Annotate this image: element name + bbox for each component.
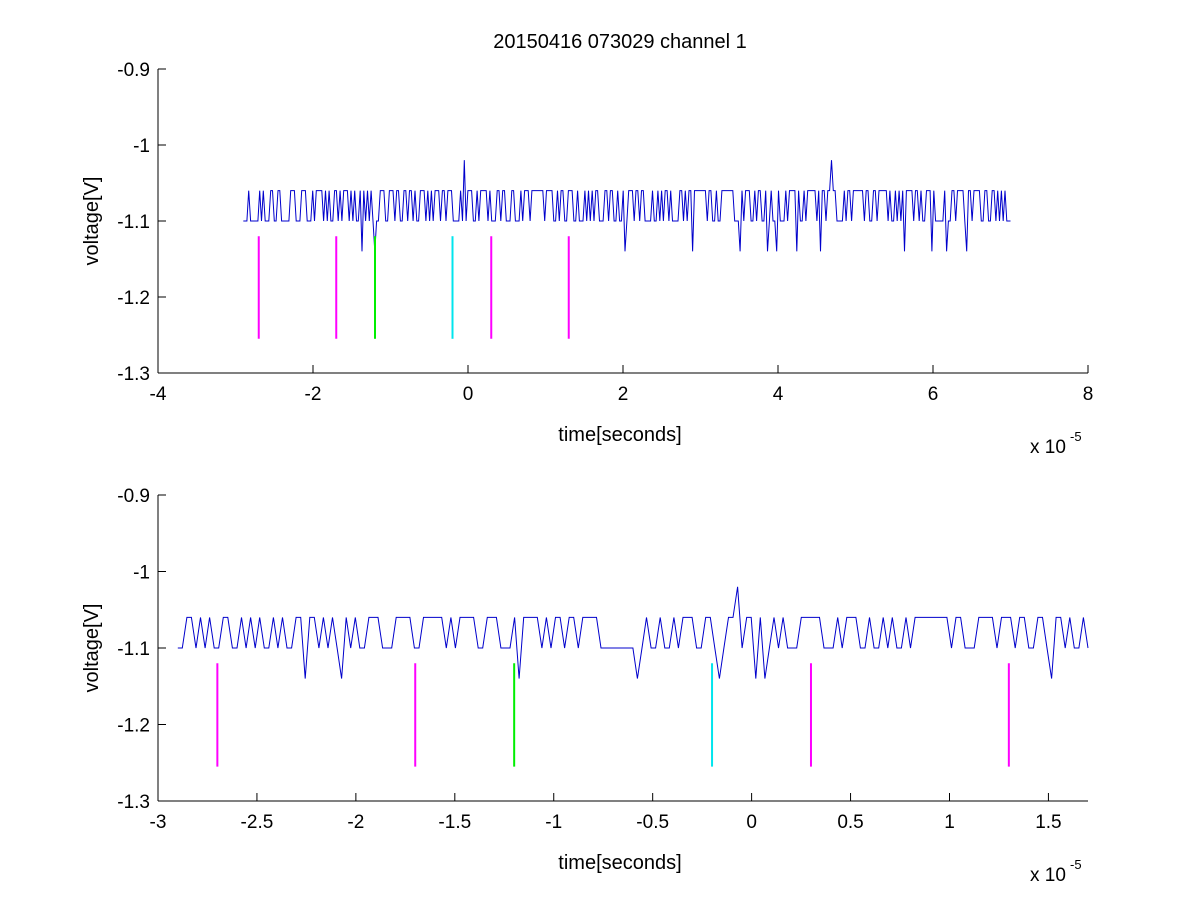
- chart1-y-axis-label: voltage[V]: [81, 177, 103, 266]
- axes-bottom: -3 -2.5 -2 -1.5 -1 -0.5 0 0.5 1 1.5 -0.9 -1 -1.1 -1.2…: [81, 486, 1089, 886]
- chart1-x-tick-label: 0: [463, 384, 474, 405]
- axes-top: -4 -2 0 2 4 6 8 -0.9 -1 -1.1 -1.2 -1.3 time[seconds]…: [81, 60, 1093, 458]
- chart1-x-exponent-label: x 10: [1030, 437, 1066, 458]
- chart2-y-tick-label: -0.9: [117, 486, 150, 507]
- chart2-y-tick-label: -1.1: [117, 639, 150, 660]
- chart1-y-tick-label: -1.3: [117, 364, 150, 385]
- chart2-x-tick-label: 1.5: [1035, 812, 1061, 833]
- chart1-signal-line: [243, 160, 1011, 252]
- chart1-y-tick-label: -0.9: [117, 60, 150, 81]
- chart1-y-tick-label: -1.1: [117, 212, 150, 233]
- chart2-x-tick-label: -3: [150, 812, 167, 833]
- chart2-x-tick-label: -1.5: [438, 812, 471, 833]
- chart2-x-tick-label: -1: [545, 812, 562, 833]
- chart2-x-tick-label: 0.5: [837, 812, 863, 833]
- figure-title: 20150416 073029 channel 1: [493, 31, 747, 53]
- chart2-y-tick-label: -1.3: [117, 792, 150, 813]
- chart2-x-tick-label: -2.5: [241, 812, 274, 833]
- chart2-x-tick-label: -0.5: [636, 812, 669, 833]
- chart2-x-axis-label: time[seconds]: [558, 852, 681, 874]
- chart1-x-tick-label: 2: [618, 384, 629, 405]
- chart2-x-exponent-label: x 10: [1030, 865, 1066, 886]
- chart1-x-exponent-value: -5: [1070, 429, 1082, 444]
- chart1-x-tick-label: 8: [1083, 384, 1094, 405]
- chart2-y-tick-label: -1: [133, 563, 150, 584]
- chart2-x-tick-label: -2: [347, 812, 364, 833]
- chart1-x-tick-label: -2: [305, 384, 322, 405]
- chart2-x-tick-label: 0: [746, 812, 757, 833]
- chart1-x-axis-label: time[seconds]: [558, 424, 681, 446]
- chart2-signal-line: [177, 586, 1089, 679]
- chart1-x-tick-label: -4: [150, 384, 167, 405]
- chart2-x-tick-label: 1: [944, 812, 955, 833]
- chart1-x-tick-label: 4: [773, 384, 784, 405]
- chart1-y-tick-label: -1: [133, 136, 150, 157]
- chart1-y-tick-label: -1.2: [117, 288, 150, 309]
- chart2-y-axis-label: voltage[V]: [81, 604, 103, 693]
- chart1-x-tick-label: 6: [928, 384, 939, 405]
- chart2-y-tick-label: -1.2: [117, 716, 150, 737]
- chart2-x-exponent-value: -5: [1070, 857, 1082, 872]
